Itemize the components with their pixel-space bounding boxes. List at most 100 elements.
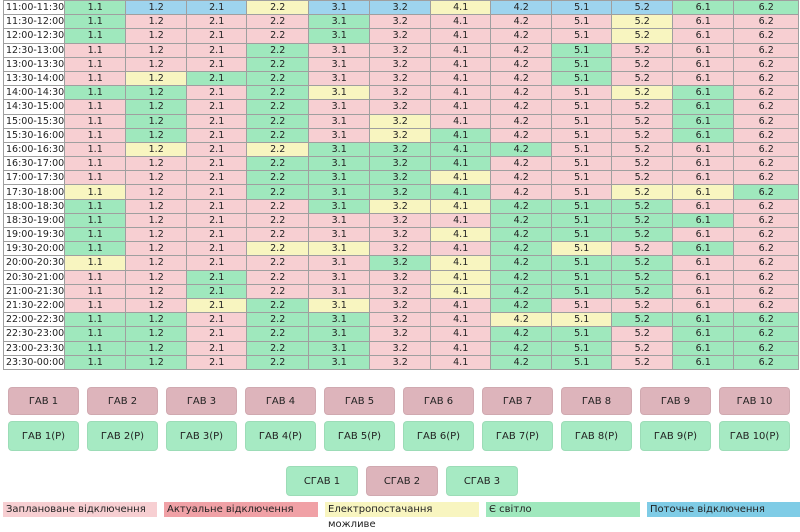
sgav-3-button[interactable]: СГАВ 3 xyxy=(446,466,518,496)
group-cell: 5.1 xyxy=(551,326,613,342)
group-cell: 5.2 xyxy=(611,113,674,129)
group-cell: 2.2 xyxy=(246,226,310,243)
legend-item: Поточне відключення xyxy=(647,502,800,517)
group-cell: 1.2 xyxy=(125,241,188,257)
group-cell: 5.1 xyxy=(551,283,613,299)
group-cell: 4.2 xyxy=(490,99,553,115)
gav-1-button[interactable]: ГАВ 1 xyxy=(8,387,79,415)
group-cell: 5.2 xyxy=(611,42,674,58)
group-cell: 4.1 xyxy=(430,156,492,172)
group-cell: 5.1 xyxy=(551,198,613,214)
time-slot-cell: 20:30-21:00 xyxy=(2,269,66,285)
schedule-row: 13:00-13:30 1.1 1.2 2.1 2.2 3.1 3.2 4.1 4.2 5.1 5.… xyxy=(2,56,800,72)
sgav-2-button[interactable]: СГАВ 2 xyxy=(366,466,438,496)
schedule-row: 19:30-20:00 1.1 1.2 2.1 2.2 3.1 3.2 4.1 4.2 5.1 5.… xyxy=(2,241,800,257)
group-cell: 2.1 xyxy=(186,0,248,16)
group-cell: 2.2 xyxy=(246,28,310,44)
time-slot-cell: 11:30-12:00 xyxy=(2,14,66,30)
group-cell: 1.2 xyxy=(125,312,188,328)
gav-r-7-button[interactable]: ГАВ 7(Р) xyxy=(482,421,553,451)
group-cell: 1.1 xyxy=(64,0,127,16)
gav-r-3-button[interactable]: ГАВ 3(Р) xyxy=(166,421,237,451)
gav-r-5-button[interactable]: ГАВ 5(Р) xyxy=(324,421,395,451)
group-cell: 6.1 xyxy=(672,255,735,271)
group-cell: 2.2 xyxy=(246,42,310,58)
gav-4-button[interactable]: ГАВ 4 xyxy=(245,387,316,415)
group-cell: 6.2 xyxy=(733,297,800,314)
group-cell: 3.2 xyxy=(369,241,432,257)
group-cell: 3.1 xyxy=(308,85,371,101)
group-cell: 3.1 xyxy=(308,312,371,328)
sgav-1-button[interactable]: СГАВ 1 xyxy=(286,466,358,496)
group-cell: 6.2 xyxy=(733,255,800,271)
group-cell: 3.1 xyxy=(308,198,371,214)
gav-7-button[interactable]: ГАВ 7 xyxy=(482,387,553,415)
group-cell: 5.1 xyxy=(551,127,613,143)
outage-schedule-table: 11:00-11:30 1.1 1.2 2.1 2.2 3.1 3.2 4.1 4.2 5.1 5.… xyxy=(2,0,800,370)
schedule-row: 18:30-19:00 1.1 1.2 2.1 2.2 3.1 3.2 4.1 4.2 5.1 5.… xyxy=(2,212,800,229)
time-slot-cell: 16:00-16:30 xyxy=(2,141,66,158)
group-cell: 4.2 xyxy=(490,226,553,243)
gav-r-1-button[interactable]: ГАВ 1(Р) xyxy=(8,421,79,451)
group-cell: 2.2 xyxy=(246,269,310,285)
group-cell: 3.1 xyxy=(308,326,371,342)
gav-r-9-button[interactable]: ГАВ 9(Р) xyxy=(640,421,711,451)
gav-10-button[interactable]: ГАВ 10 xyxy=(719,387,790,415)
legend-item: Заплановане відключення xyxy=(3,502,157,517)
gav-8-button[interactable]: ГАВ 8 xyxy=(561,387,632,415)
group-cell: 6.1 xyxy=(672,70,735,87)
schedule-row: 13:30-14:00 1.1 1.2 2.1 2.2 3.1 3.2 4.1 4.2 5.1 5.… xyxy=(2,70,800,87)
group-cell: 6.2 xyxy=(733,28,800,44)
group-cell: 1.2 xyxy=(125,184,188,200)
group-cell: 1.2 xyxy=(125,170,188,186)
group-cell: 4.1 xyxy=(430,127,492,143)
group-cell: 2.2 xyxy=(246,297,310,314)
group-cell: 4.1 xyxy=(430,42,492,58)
group-cell: 4.1 xyxy=(430,241,492,257)
group-cell: 1.1 xyxy=(64,127,127,143)
group-cell: 2.2 xyxy=(246,198,310,214)
group-cell: 1.2 xyxy=(125,42,188,58)
group-cell: 4.1 xyxy=(430,354,492,370)
gav-r-2-button[interactable]: ГАВ 2(Р) xyxy=(87,421,158,451)
schedule-row: 14:00-14:30 1.1 1.2 2.1 2.2 3.1 3.2 4.1 4.2 5.1 5.… xyxy=(2,85,800,101)
group-cell: 2.1 xyxy=(186,184,248,200)
group-cell: 4.1 xyxy=(430,14,492,30)
gav-9-button[interactable]: ГАВ 9 xyxy=(640,387,711,415)
group-cell: 5.1 xyxy=(551,14,613,30)
group-cell: 1.2 xyxy=(125,99,188,115)
legend-item: Актуальне відключення xyxy=(164,502,318,517)
time-slot-cell: 14:30-15:00 xyxy=(2,99,66,115)
group-cell: 1.2 xyxy=(125,28,188,44)
group-cell: 2.1 xyxy=(186,241,248,257)
group-cell: 6.2 xyxy=(733,198,800,214)
group-cell: 2.1 xyxy=(186,269,248,285)
gav-6-button[interactable]: ГАВ 6 xyxy=(403,387,474,415)
group-cell: 1.2 xyxy=(125,85,188,101)
gav-r-8-button[interactable]: ГАВ 8(Р) xyxy=(561,421,632,451)
group-cell: 6.2 xyxy=(733,42,800,58)
group-cell: 2.2 xyxy=(246,255,310,271)
gav-r-6-button[interactable]: ГАВ 6(Р) xyxy=(403,421,474,451)
group-cell: 2.2 xyxy=(246,340,310,356)
group-cell: 3.2 xyxy=(369,127,432,143)
group-cell: 2.1 xyxy=(186,156,248,172)
group-cell: 6.2 xyxy=(733,241,800,257)
schedule-row: 21:30-22:00 1.1 1.2 2.1 2.2 3.1 3.2 4.1 4.2 5.1 5.… xyxy=(2,297,800,314)
group-cell: 5.1 xyxy=(551,99,613,115)
group-cell: 6.1 xyxy=(672,241,735,257)
group-cell: 4.1 xyxy=(430,70,492,87)
gav-3-button[interactable]: ГАВ 3 xyxy=(166,387,237,415)
gav-2-button[interactable]: ГАВ 2 xyxy=(87,387,158,415)
gav-r-10-button[interactable]: ГАВ 10(Р) xyxy=(719,421,790,451)
group-cell: 4.2 xyxy=(490,340,553,356)
group-cell: 3.1 xyxy=(308,28,371,44)
group-cell: 1.1 xyxy=(64,269,127,285)
gav-r-4-button[interactable]: ГАВ 4(Р) xyxy=(245,421,316,451)
group-cell: 1.2 xyxy=(125,156,188,172)
time-slot-cell: 21:00-21:30 xyxy=(2,283,66,299)
gav-5-button[interactable]: ГАВ 5 xyxy=(324,387,395,415)
group-cell: 2.1 xyxy=(186,70,248,87)
group-cell: 4.2 xyxy=(490,354,553,370)
group-cell: 3.2 xyxy=(369,85,432,101)
